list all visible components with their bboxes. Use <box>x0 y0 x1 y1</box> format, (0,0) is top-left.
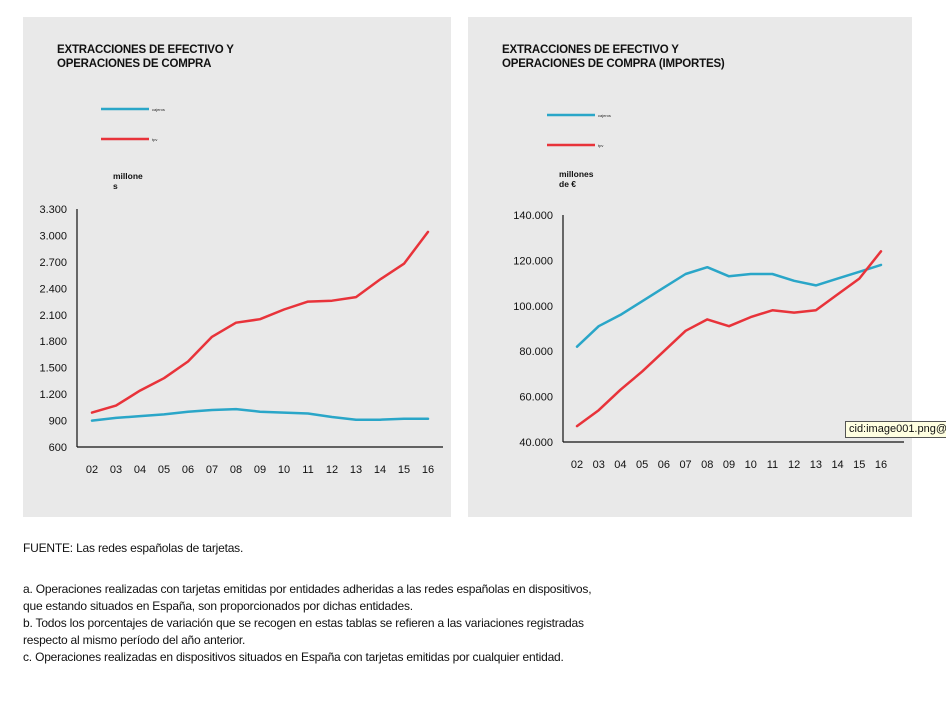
left-chart-x-tick-label: 03 <box>110 464 122 476</box>
left-chart-x-tick-label: 02 <box>86 464 98 476</box>
left-chart-title-line-1: EXTRACCIONES DE EFECTIVO Y <box>57 44 234 56</box>
left-chart-series-line-cajeros <box>90 407 430 422</box>
note-c: c. Operaciones realizadas en dispositivo… <box>23 650 564 664</box>
right-chart-x-tick-label: 14 <box>831 459 843 471</box>
right-chart-x-tick-label: 05 <box>636 459 648 471</box>
right-chart-x-tick-label: 15 <box>853 459 865 471</box>
left-chart-x-tick-label: 09 <box>254 464 266 476</box>
left-chart-x-tick-label: 05 <box>158 464 170 476</box>
note-a-line-2: que estando situados en España, son prop… <box>23 599 413 613</box>
right-chart-x-tick-label: 11 <box>767 459 778 471</box>
left-chart-title-line-2: OPERACIONES DE COMPRA <box>57 58 212 70</box>
footnotes: FUENTE: Las redes españolas de tarjetas.… <box>23 540 923 666</box>
left-chart-x-tick-label: 06 <box>182 464 194 476</box>
left-chart-series-line-tpv <box>90 230 430 414</box>
left-chart-x-tick-label: 11 <box>302 464 313 476</box>
note-a-line-1: a. Operaciones realizadas con tarjetas e… <box>23 582 592 596</box>
left-chart-panel: EXTRACCIONES DE EFECTIVO Y OPERACIONES D… <box>23 17 451 517</box>
right-chart-x-tick-label: 08 <box>701 459 713 471</box>
left-chart-unit-label-line-1: millone <box>113 171 143 181</box>
left-chart-y-tick-label: 1.500 <box>39 363 67 375</box>
left-chart-y-tick-label: 2.700 <box>39 257 67 269</box>
left-chart-y-tick-label: 900 <box>49 416 67 428</box>
left-chart-x-tick-label: 14 <box>374 464 386 476</box>
right-chart-y-tick-label: 120.000 <box>513 255 553 267</box>
left-chart-unit-label-line-2: s <box>113 181 118 191</box>
right-chart-x-tick-label: 07 <box>679 459 691 471</box>
right-chart-x-tick-label: 03 <box>593 459 605 471</box>
left-chart-y-tick-label: 1.800 <box>39 336 67 348</box>
left-chart-y-tick-label: 2.400 <box>39 283 67 295</box>
right-chart-x-tick-label: 12 <box>788 459 800 471</box>
left-chart-title: EXTRACCIONES DE EFECTIVO Y OPERACIONES D… <box>57 43 234 71</box>
left-chart-svg: cajeros tpv millones 3.300 3.000 2.700 2.400 2.… <box>39 107 443 476</box>
left-chart-y-tick-label: 3.000 <box>39 230 67 242</box>
right-chart-legend-label-tpv: tpv <box>598 143 603 148</box>
right-chart-x-tick-label: 10 <box>745 459 757 471</box>
right-chart-y-tick-label: 140.000 <box>513 210 553 222</box>
source-note: FUENTE: Las redes españolas de tarjetas. <box>23 541 244 555</box>
right-chart-y-tick-label: 40.000 <box>519 437 553 449</box>
left-chart-y-tick-label: 600 <box>49 442 67 454</box>
right-chart-title: EXTRACCIONES DE EFECTIVO Y OPERACIONES D… <box>502 43 725 71</box>
left-chart-y-tick-label: 2.100 <box>39 310 67 322</box>
left-chart-x-tick-label: 04 <box>134 464 146 476</box>
left-chart-x-tick-label: 16 <box>422 464 434 476</box>
note-b-line-2: respecto al mismo período del año anteri… <box>23 633 246 647</box>
left-chart-x-tick-label: 12 <box>326 464 338 476</box>
right-chart-legend-label-cajeros: cajeros <box>598 113 611 118</box>
right-chart-x-tick-label: 13 <box>810 459 822 471</box>
right-chart-panel: EXTRACCIONES DE EFECTIVO Y OPERACIONES D… <box>468 17 912 517</box>
left-chart-y-tick-label: 1.200 <box>39 389 67 401</box>
right-chart-x-tick-label: 02 <box>571 459 583 471</box>
right-chart-title-line-1: EXTRACCIONES DE EFECTIVO Y <box>502 44 679 56</box>
right-chart-x-tick-label: 06 <box>658 459 670 471</box>
left-chart-x-tick-label: 08 <box>230 464 242 476</box>
right-chart-y-tick-label: 80.000 <box>519 346 553 358</box>
image-tooltip: cid:image001.png@ <box>845 421 946 438</box>
right-chart-x-tick-label: 09 <box>723 459 735 471</box>
left-chart-x-tick-label: 10 <box>278 464 290 476</box>
right-chart-x-tick-label: 16 <box>875 459 887 471</box>
right-chart-series-line-cajeros <box>575 263 883 348</box>
note-b-line-1: b. Todos los porcentajes de variación qu… <box>23 616 584 630</box>
right-chart-unit-label-line-1: millones <box>559 169 594 179</box>
right-chart-y-tick-label: 60.000 <box>519 392 553 404</box>
left-chart-y-tick-label: 3.300 <box>39 204 67 216</box>
right-chart-unit-label-line-2: de € <box>559 179 576 189</box>
right-chart-series-line-tpv <box>575 250 883 428</box>
left-chart-legend-label-cajeros: cajeros <box>152 107 165 112</box>
left-chart-x-tick-label: 13 <box>350 464 362 476</box>
left-chart-legend-label-tpv: tpv <box>152 137 157 142</box>
right-chart-y-tick-label: 100.000 <box>513 301 553 313</box>
right-chart-x-tick-label: 04 <box>614 459 626 471</box>
right-chart-title-line-2: OPERACIONES DE COMPRA (IMPORTES) <box>502 58 725 70</box>
left-chart-x-tick-label: 15 <box>398 464 410 476</box>
left-chart-x-tick-label: 07 <box>206 464 218 476</box>
